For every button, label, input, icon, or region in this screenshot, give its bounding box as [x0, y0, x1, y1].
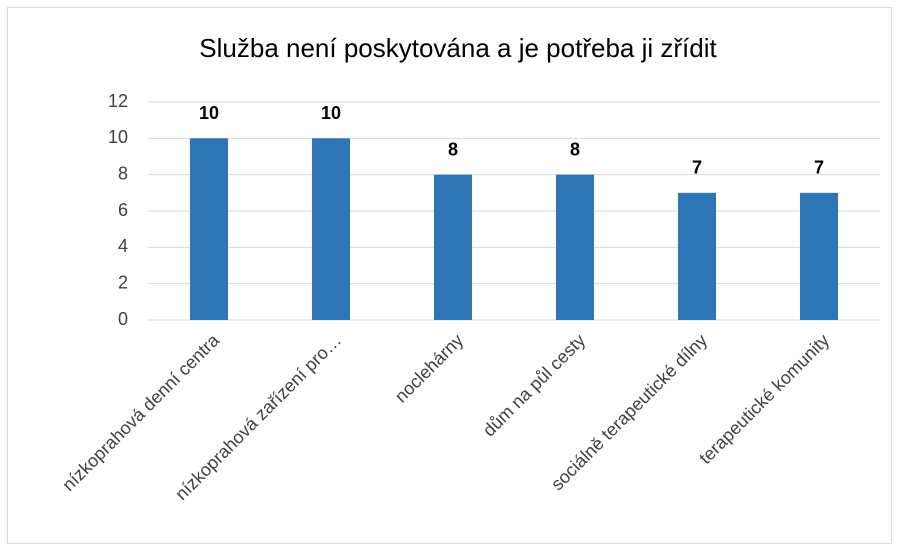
bar [190, 138, 228, 320]
data-label: 10 [321, 103, 341, 123]
y-tick-label: 2 [118, 272, 128, 292]
data-label: 10 [199, 103, 219, 123]
y-tick-label: 4 [118, 236, 128, 256]
bar [800, 192, 838, 320]
data-label: 7 [692, 158, 702, 178]
y-tick-label: 6 [118, 200, 128, 220]
y-tick-label: 8 [118, 163, 128, 183]
bar [312, 138, 350, 320]
bar [678, 192, 716, 320]
bar [434, 174, 472, 320]
chart-title: Služba není poskytována a je potřeba ji … [199, 33, 717, 63]
data-label: 7 [814, 158, 824, 178]
data-label: 8 [570, 139, 580, 159]
y-tick-label: 10 [108, 127, 128, 147]
bar [556, 174, 594, 320]
data-label: 8 [448, 139, 458, 159]
y-tick-label: 0 [118, 309, 128, 329]
y-tick-label: 12 [108, 91, 128, 111]
